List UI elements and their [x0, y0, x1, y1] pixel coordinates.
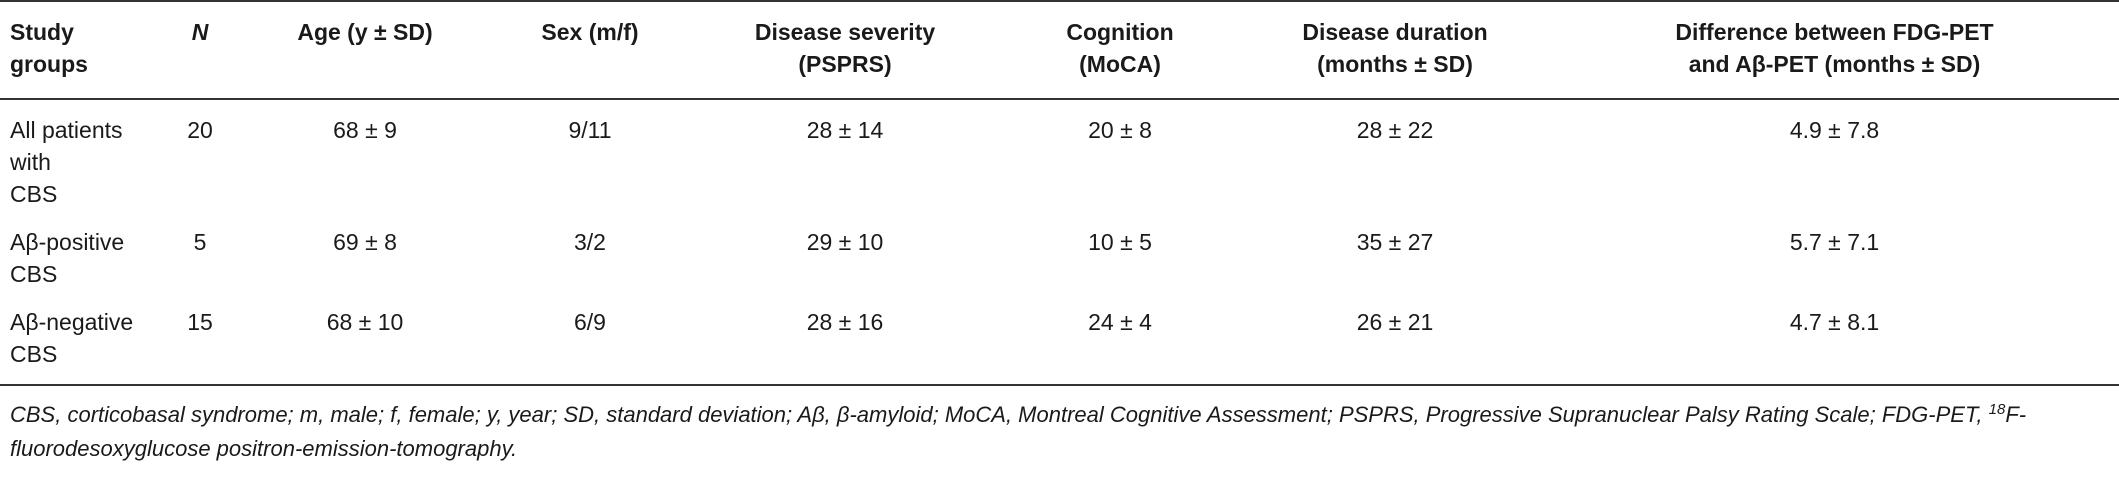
- cell-age: 68 ± 9: [333, 117, 397, 143]
- header-n: N: [191, 19, 209, 45]
- header-study-groups: Study groups: [10, 19, 88, 77]
- cell-age: 68 ± 10: [326, 309, 404, 335]
- cell-age: 69 ± 8: [333, 229, 397, 255]
- cell-difference: 4.7 ± 8.1: [1789, 309, 1880, 335]
- cell-n: 15: [187, 309, 213, 335]
- cell-difference: 5.7 ± 7.1: [1789, 229, 1880, 255]
- cell-cognition: 20 ± 8: [1088, 117, 1152, 143]
- cell-duration: 35 ± 27: [1356, 229, 1434, 255]
- header-disease-severity: Disease severity (PSPRS): [754, 19, 936, 77]
- cell-n: 5: [193, 229, 207, 255]
- cell-sex: 3/2: [574, 229, 606, 255]
- table-row: Aβ-negative CBS 15 68 ± 10 6/9 28 ± 16 24…: [0, 294, 2119, 385]
- demographics-table: Study groups N Age (y ± SD) Sex (m/f) Di…: [0, 1, 2119, 385]
- table-row: Aβ-positive CBS 5 69 ± 8 3/2 29 ± 10 10 ±…: [0, 214, 2119, 294]
- header-difference: Difference between FDG-PET and Aβ-PET (mo…: [1675, 19, 1994, 77]
- cell-duration: 28 ± 22: [1356, 117, 1434, 143]
- cell-group: All patients with CBS: [10, 117, 123, 207]
- cell-cognition: 10 ± 5: [1088, 229, 1152, 255]
- cell-n: 20: [187, 117, 213, 143]
- table-footnote: CBS, corticobasal syndrome; m, male; f, …: [10, 401, 2027, 461]
- table-row: All patients with CBS 20 68 ± 9 9/11 28 ±…: [0, 99, 2119, 214]
- header-cognition: Cognition (MoCA): [1066, 19, 1174, 77]
- cell-group: Aβ-negative CBS: [10, 309, 134, 367]
- cell-severity: 28 ± 16: [806, 309, 884, 335]
- cell-severity: 28 ± 14: [806, 117, 884, 143]
- header-sex: Sex (m/f): [541, 19, 639, 45]
- cell-duration: 26 ± 21: [1356, 309, 1434, 335]
- cell-difference: 4.9 ± 7.8: [1789, 117, 1880, 143]
- header-disease-duration: Disease duration (months ± SD): [1302, 19, 1488, 77]
- cell-severity: 29 ± 10: [806, 229, 884, 255]
- cell-group: Aβ-positive CBS: [10, 229, 125, 287]
- cell-sex: 6/9: [574, 309, 606, 335]
- cell-sex: 9/11: [568, 117, 612, 143]
- header-row: Study groups N Age (y ± SD) Sex (m/f) Di…: [0, 1, 2119, 99]
- cell-cognition: 24 ± 4: [1088, 309, 1152, 335]
- header-age: Age (y ± SD): [297, 19, 433, 45]
- footnote-superscript: 18: [1988, 401, 2006, 418]
